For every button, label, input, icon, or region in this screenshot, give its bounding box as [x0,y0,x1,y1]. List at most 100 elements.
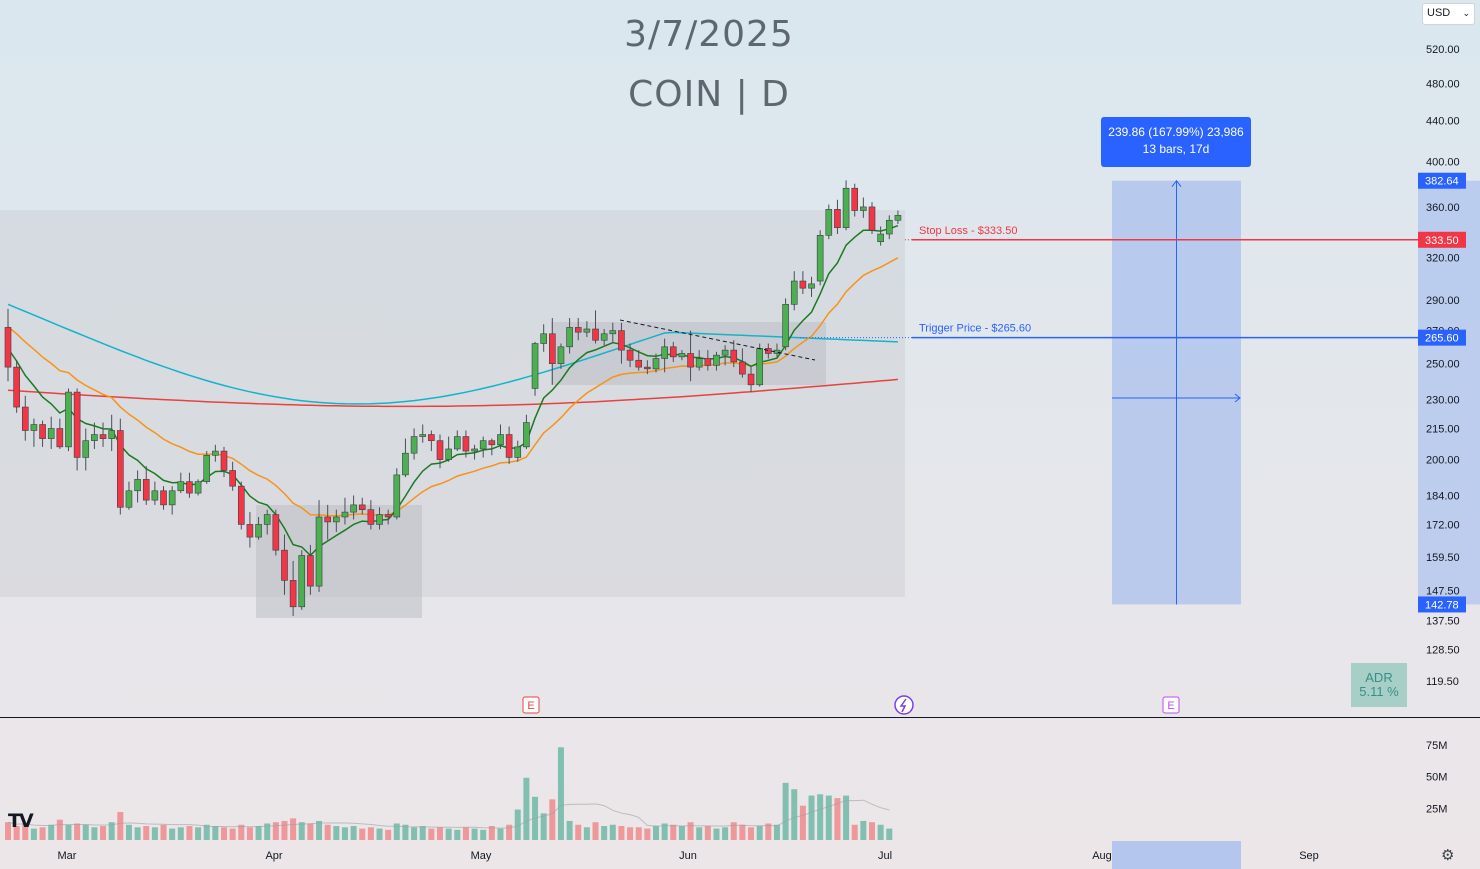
candle-body [713,354,720,366]
volume-bar [91,827,98,840]
candle-body [13,366,20,408]
candle [531,341,539,396]
base-range-zone [0,210,905,597]
tradingview-logo[interactable]: TV [8,810,34,832]
volume-bar [523,777,530,840]
price-tag-stop-text: 333.50 [1425,235,1459,247]
candle [203,451,211,484]
volume-bar [272,822,279,840]
trigger-label: Trigger Price - $265.60 [919,323,1031,335]
volume-bar [393,823,400,840]
volume-bar [82,824,89,840]
candle-body [402,452,409,476]
candle [600,328,608,346]
time-tick-label: Jun [679,850,697,862]
candle-body [600,333,608,341]
candle [237,481,245,530]
candle-body [117,430,124,508]
volume-bar [428,828,435,840]
candle [669,341,677,362]
volume-bar [609,824,616,840]
candle [566,318,573,354]
volume-bar [5,822,11,840]
earnings-marker-text: E [527,700,534,712]
candle-body [151,490,159,501]
candle-body [523,422,530,448]
ema-slow-line [7,303,898,405]
candle [108,414,115,452]
volume-bar [30,828,37,840]
candle-body [428,434,435,441]
candle-body [730,349,738,363]
candle [488,438,496,456]
candle [557,343,565,369]
volume-bar [117,812,124,840]
candle [661,338,668,373]
candle-body [99,434,107,439]
candle [695,350,703,371]
candle-body [479,440,487,450]
volume-bar [825,795,832,840]
candle-body [255,524,262,538]
currency-select[interactable]: USD ⌄ [1422,3,1475,25]
candle [73,388,81,471]
candle-body [566,327,573,348]
volume-bar [756,826,763,840]
volume-bar [851,824,858,840]
price-tick-label: 230.00 [1426,395,1460,407]
candle [65,388,72,452]
volume-bar [56,819,63,840]
candle [367,500,375,530]
volume-bar [238,824,245,840]
gear-icon[interactable]: ⚙ [1441,847,1455,864]
volume-bar [186,826,193,840]
volume-tick-label: 75M [1426,740,1447,752]
candle-body [747,373,755,386]
candle-body [272,514,280,551]
candle-body [816,235,824,282]
volume-bar [601,826,608,840]
candle [229,461,236,491]
candle-body [626,349,634,361]
price-tag-trigger-text: 265.60 [1425,333,1459,345]
candle-body [618,330,625,351]
volume-bar [39,827,46,840]
candle [99,422,107,447]
volume-bar [246,827,253,840]
candle-body [229,470,236,487]
volume-bar [281,820,288,840]
candle-body [557,346,565,364]
candle [497,424,504,449]
candle-body [678,353,686,358]
volume-bar [298,822,305,840]
volume-bar [661,823,668,840]
volume-bar [514,809,521,840]
candle-body [514,446,522,458]
candle-body [808,283,815,289]
earnings-marker [1162,696,1180,714]
price-tag-stop [1418,231,1466,248]
candle-body [160,490,167,506]
candle [410,428,418,460]
price-tick-label: 440.00 [1426,116,1460,128]
price-tag-low-text: 142.78 [1425,599,1459,611]
volume-bar [817,794,824,840]
volume-bar [773,824,780,840]
candle [782,298,789,351]
candle-body [289,580,297,608]
candle [4,308,12,382]
adr-badge: ADR 5.11 % [1351,663,1407,707]
volume-bar [151,827,158,840]
candle-body [56,428,64,448]
volume-bar [255,826,262,840]
candle-body [739,361,746,375]
volume-bar [765,823,772,840]
volume-bar [411,827,418,840]
candle [125,481,133,510]
volume-bar [635,827,642,840]
candle-body [21,406,29,431]
volume-bar [203,824,210,840]
price-tick-label: 320.00 [1426,253,1460,265]
candle [358,497,366,515]
